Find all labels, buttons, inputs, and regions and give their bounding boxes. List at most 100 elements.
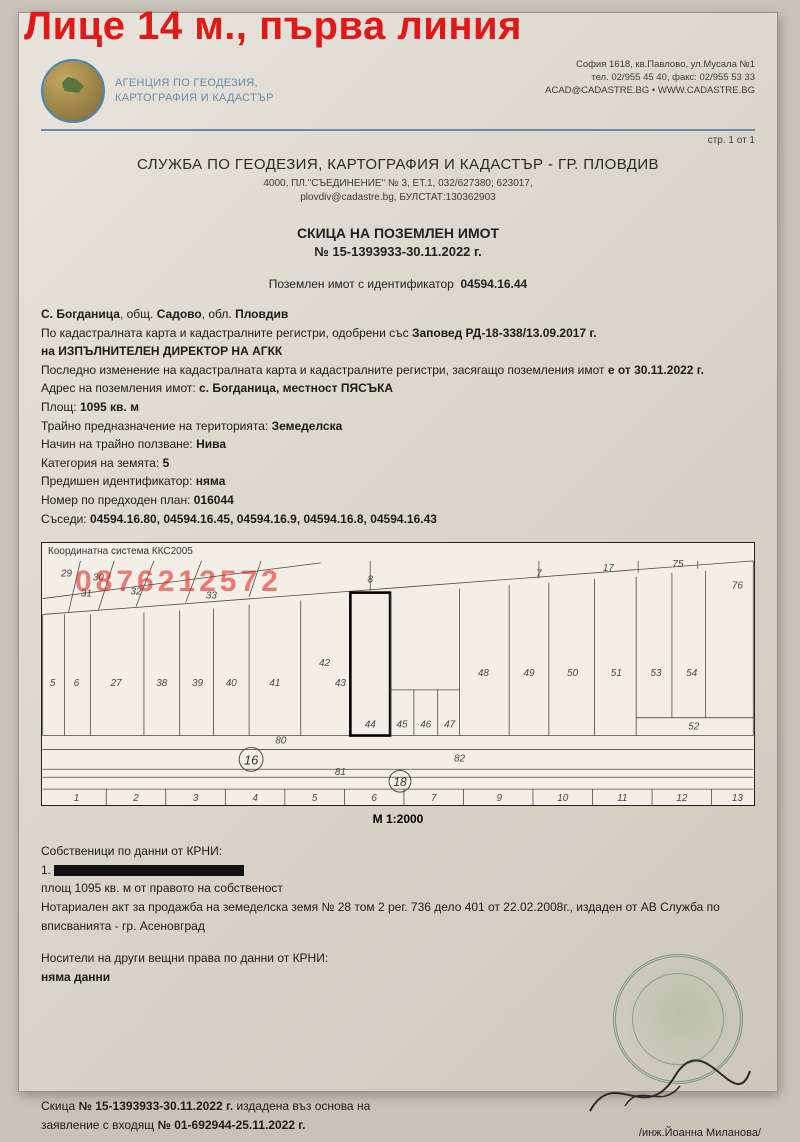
use-label: Начин на трайно ползване:: [41, 437, 196, 451]
detail-area: Площ: 1095 кв. м: [41, 398, 755, 417]
svg-text:5: 5: [50, 678, 56, 689]
footer-section: Скица № 15-1393933-30.11.2022 г. издаден…: [41, 1014, 755, 1134]
svg-text:8: 8: [367, 575, 373, 586]
purpose-value: Земеделска: [272, 419, 343, 433]
redacted-name: [54, 865, 244, 876]
svg-text:44: 44: [365, 720, 377, 731]
neigh-value: 04594.16.80, 04594.16.45, 04594.16.9, 04…: [90, 512, 437, 526]
svg-text:11: 11: [617, 793, 627, 804]
svg-text:41: 41: [269, 678, 280, 689]
neigh-label: Съседи:: [41, 512, 90, 526]
area-value: 1095 кв. м: [80, 400, 139, 414]
other-rights-bold: няма данни: [41, 970, 110, 984]
owner-row-1: 1.: [41, 861, 755, 880]
use-value: Нива: [196, 437, 226, 451]
purpose-label: Трайно предназначение на територията:: [41, 419, 272, 433]
plan-value: 016044: [194, 493, 234, 507]
service-title: СЛУЖБА ПО ГЕОДЕЗИЯ, КАРТОГРАФИЯ И КАДАСТ…: [41, 156, 755, 173]
map-scale: М 1:2000: [41, 812, 755, 826]
service-sub2: plovdiv@cadastre.bg, БУЛСТАТ:130362903: [41, 191, 755, 205]
document-number: № 15-1393933-30.11.2022 г.: [41, 244, 755, 259]
overlay-red-annotation: Лице 14 м., първа линия: [24, 4, 522, 49]
agency-line1: АГЕНЦИЯ ПО ГЕОДЕЗИЯ,: [115, 76, 274, 91]
issued-line2: заявление с входящ № 01-692944-25.11.202…: [41, 1116, 370, 1135]
svg-text:2: 2: [132, 793, 139, 804]
issued-block: Скица № 15-1393933-30.11.2022 г. издаден…: [41, 1097, 370, 1134]
lastchange-text: Последно изменение на кадастралната карт…: [41, 363, 608, 377]
detail-purpose: Трайно предназначение на територията: Зе…: [41, 417, 755, 436]
agency-name: АГЕНЦИЯ ПО ГЕОДЕЗИЯ, КАРТОГРАФИЯ И КАДАС…: [115, 76, 274, 106]
contact-line3: ACAD@CADASTRE.BG • WWW.CADASTRE.BG: [545, 85, 755, 98]
signature-icon: [585, 1056, 755, 1126]
cat-value: 5: [163, 456, 170, 470]
svg-text:53: 53: [651, 668, 663, 679]
svg-text:4: 4: [252, 793, 258, 804]
svg-text:40: 40: [226, 678, 238, 689]
detail-plan: Номер по предходен план: 016044: [41, 491, 755, 510]
identifier-label: Поземлен имот с идентификатор: [269, 277, 454, 291]
svg-text:43: 43: [335, 678, 347, 689]
svg-text:1: 1: [74, 793, 80, 804]
svg-text:51: 51: [611, 668, 622, 679]
svg-text:6: 6: [74, 678, 80, 689]
property-details: С. Богданица, общ. Садово, обл. Пловдив …: [41, 305, 755, 528]
svg-text:52: 52: [688, 722, 700, 733]
svg-text:17: 17: [603, 563, 615, 574]
overlay-phone-watermark: 0876212572: [75, 565, 282, 599]
service-sub1: 4000, ПЛ."СЪЕДИНЕНИЕ" № 3, ЕТ.1, 032/627…: [41, 177, 755, 191]
agency-logo-block: АГЕНЦИЯ ПО ГЕОДЕЗИЯ, КАРТОГРАФИЯ И КАДАС…: [41, 59, 274, 123]
svg-text:76: 76: [732, 581, 744, 592]
svg-text:46: 46: [420, 720, 432, 731]
svg-text:39: 39: [192, 678, 204, 689]
svg-text:82: 82: [454, 753, 466, 764]
prev-label: Предишен идентификатор:: [41, 474, 196, 488]
svg-text:47: 47: [444, 720, 456, 731]
identifier-value: 04594.16.44: [460, 277, 527, 291]
contact-line2: тел. 02/955 45 40, факс: 02/955 53 33: [545, 72, 755, 85]
lastchange-bold: е от 30.11.2022 г.: [608, 363, 704, 377]
detail-location: С. Богданица, общ. Садово, обл. Пловдив: [41, 305, 755, 324]
svg-text:12: 12: [676, 793, 688, 804]
svg-text:18: 18: [393, 775, 407, 789]
order-text: По кадастралната карта и кадастралните р…: [41, 326, 412, 340]
director-bold: на ИЗПЪЛНИТЕЛЕН ДИРЕКТОР НА АГКК: [41, 344, 282, 358]
detail-director: на ИЗПЪЛНИТЕЛЕН ДИРЕКТОР НА АГКК: [41, 342, 755, 361]
service-sub: 4000, ПЛ."СЪЕДИНЕНИЕ" № 3, ЕТ.1, 032/627…: [41, 177, 755, 205]
detail-order: По кадастралната карта и кадастралните р…: [41, 324, 755, 343]
svg-text:3: 3: [193, 793, 199, 804]
document-paper: АГЕНЦИЯ ПО ГЕОДЕЗИЯ, КАРТОГРАФИЯ И КАДАС…: [18, 12, 778, 1092]
detail-lastchange: Последно изменение на кадастралната карт…: [41, 361, 755, 380]
svg-text:38: 38: [156, 678, 168, 689]
agency-line2: КАРТОГРАФИЯ И КАДАСТЪР: [115, 91, 274, 106]
agency-contact: София 1618, кв.Павлово, ул.Мусала №1 тел…: [545, 59, 755, 97]
svg-text:16: 16: [244, 752, 259, 767]
plan-label: Номер по предходен план:: [41, 493, 194, 507]
prev-value: няма: [196, 474, 226, 488]
issued-line1: Скица № 15-1393933-30.11.2022 г. издаден…: [41, 1097, 370, 1116]
page-number: стр. 1 от 1: [41, 135, 755, 146]
owners-title: Собственици по данни от КРНИ:: [41, 842, 755, 861]
detail-address: Адрес на поземления имот: с. Богданица, …: [41, 379, 755, 398]
cat-label: Категория на земята:: [41, 456, 163, 470]
svg-text:75: 75: [672, 559, 684, 570]
detail-category: Категория на земята: 5: [41, 454, 755, 473]
addr-label: Адрес на поземления имот:: [41, 381, 199, 395]
svg-text:7: 7: [431, 793, 437, 804]
svg-text:13: 13: [732, 793, 744, 804]
order-bold: Заповед РД-18-338/13.09.2017 г.: [412, 326, 597, 340]
svg-text:7: 7: [536, 569, 542, 580]
svg-text:45: 45: [396, 720, 408, 731]
addr-value: с. Богданица, местност ПЯСЪКА: [199, 381, 393, 395]
svg-text:48: 48: [478, 668, 490, 679]
svg-text:49: 49: [523, 668, 535, 679]
svg-text:9: 9: [496, 793, 502, 804]
stamp-and-signature: /инж.Йоанна Миланова/: [555, 1014, 755, 1134]
svg-text:54: 54: [686, 668, 698, 679]
svg-text:27: 27: [110, 678, 123, 689]
globe-icon: [41, 59, 105, 123]
identifier-line: Поземлен имот с идентификатор 04594.16.4…: [41, 277, 755, 291]
svg-text:5: 5: [312, 793, 318, 804]
svg-text:42: 42: [319, 658, 331, 669]
letterhead: АГЕНЦИЯ ПО ГЕОДЕЗИЯ, КАРТОГРАФИЯ И КАДАС…: [41, 59, 755, 131]
svg-text:80: 80: [275, 736, 287, 747]
